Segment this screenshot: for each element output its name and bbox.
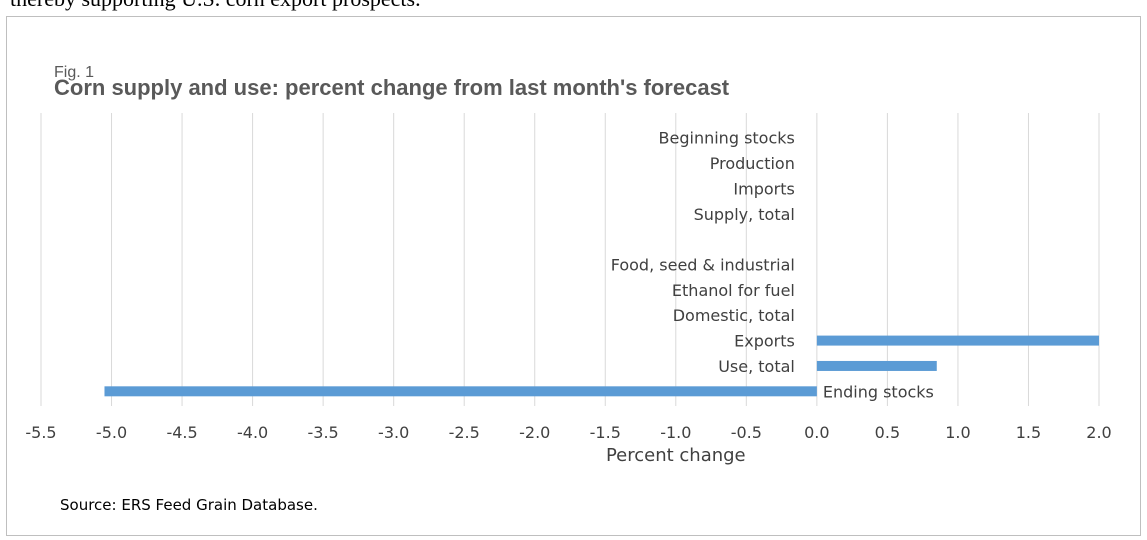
category-label: Exports	[734, 332, 795, 351]
source-note: Source: ERS Feed Grain Database.	[60, 496, 318, 514]
x-tick-label: -4.5	[166, 423, 197, 442]
category-label: Ethanol for fuel	[672, 281, 795, 300]
bar	[104, 386, 817, 397]
x-tick-label: 2.0	[1086, 423, 1111, 442]
x-tick-label: 1.5	[1016, 423, 1041, 442]
x-tick-label: -3.5	[308, 423, 339, 442]
category-label: Ending stocks	[823, 382, 934, 401]
x-tick-label: -3.0	[378, 423, 409, 442]
x-tick-label: -0.5	[731, 423, 762, 442]
x-tick-label: -5.5	[25, 423, 56, 442]
x-tick-label: -1.0	[660, 423, 691, 442]
x-axis-title: Percent change	[606, 445, 746, 466]
category-label: Use, total	[718, 357, 795, 376]
category-label: Imports	[733, 179, 794, 198]
x-tick-label: -4.0	[237, 423, 268, 442]
x-tick-label: -2.0	[519, 423, 550, 442]
x-tick-label: -5.0	[96, 423, 127, 442]
category-label: Domestic, total	[673, 306, 795, 325]
x-tick-label: 0.0	[804, 423, 829, 442]
x-tick-label: -2.5	[449, 423, 480, 442]
category-label: Beginning stocks	[659, 129, 795, 148]
x-tick-label: 1.0	[945, 423, 970, 442]
x-tick-label: -1.5	[590, 423, 621, 442]
preceding-text: thereby supporting U.S. corn export pros…	[10, 0, 421, 12]
bar	[816, 335, 1099, 346]
figure-label: Fig. 1	[54, 64, 95, 81]
category-label: Supply, total	[694, 205, 795, 224]
category-label: Production	[710, 154, 795, 173]
bar	[816, 360, 937, 371]
x-tick-label: 0.5	[875, 423, 900, 442]
chart-frame	[6, 16, 1141, 536]
chart-title: Corn supply and use: percent change from…	[54, 75, 730, 100]
category-label: Food, seed & industrial	[611, 256, 795, 275]
